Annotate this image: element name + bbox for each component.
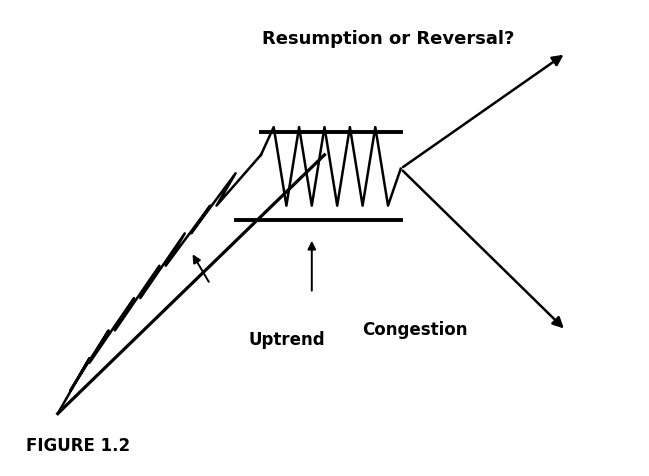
Text: Congestion: Congestion	[363, 321, 468, 339]
Text: Uptrend: Uptrend	[249, 331, 325, 348]
Text: FIGURE 1.2: FIGURE 1.2	[26, 437, 130, 455]
Text: Resumption or Reversal?: Resumption or Reversal?	[262, 30, 514, 48]
